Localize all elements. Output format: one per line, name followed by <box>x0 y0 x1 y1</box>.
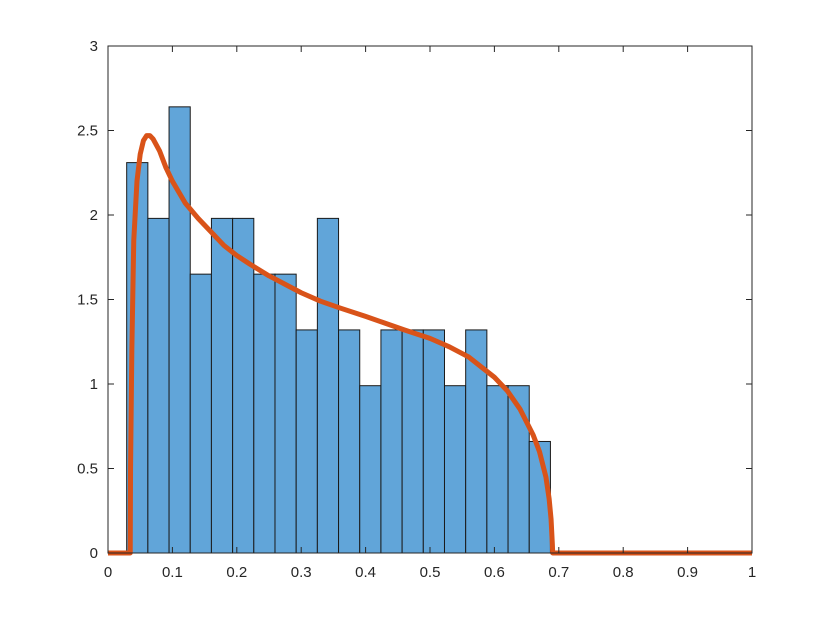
histogram-bar <box>422 329 445 554</box>
histogram-bar <box>338 329 361 554</box>
histogram-bar <box>486 385 509 554</box>
x-tick-label: 0 <box>104 564 112 581</box>
axes: 0 0.1 0.2 0.3 0.4 0.5 0.6 0.7 0.8 0.9 1 0 0.5 1 1.5 2 2.… <box>77 38 756 581</box>
histogram-bar <box>295 329 318 554</box>
y-tick-label: 0.5 <box>77 461 98 478</box>
x-tick-label: 0.8 <box>613 564 634 581</box>
y-tick-label: 3 <box>90 38 98 55</box>
x-tick-label: 0.1 <box>162 564 183 581</box>
density-curve <box>108 133 752 556</box>
histogram-bar <box>359 385 382 554</box>
x-tick-label: 0.9 <box>677 564 698 581</box>
y-tick-label: 2.5 <box>77 123 98 140</box>
histogram-bar <box>401 329 424 554</box>
x-tick-label: 1 <box>748 564 756 581</box>
x-tick-label: 0.7 <box>548 564 569 581</box>
histogram-bar <box>443 385 467 554</box>
x-tick-label: 0.5 <box>420 564 441 581</box>
histogram-bar <box>380 329 403 554</box>
x-tick-label: 0.2 <box>226 564 247 581</box>
y-tick-label: 1.5 <box>77 292 98 309</box>
histogram-bar <box>147 217 170 554</box>
y-tick-label: 1 <box>90 376 98 393</box>
x-tick-label: 0.6 <box>484 564 505 581</box>
x-tick-label: 0.4 <box>355 564 376 581</box>
density-curve-layer <box>108 133 752 556</box>
x-tick-label: 0.3 <box>291 564 312 581</box>
histogram-bar <box>210 217 234 554</box>
histogram-bar <box>232 217 255 554</box>
histogram-bar <box>274 273 297 554</box>
y-tick-label: 0 <box>90 545 98 562</box>
histogram-bar <box>253 273 276 554</box>
histogram-bar <box>168 106 191 554</box>
histogram-bar <box>316 217 340 554</box>
y-tick-label: 2 <box>90 207 98 224</box>
histogram-bar <box>189 273 212 554</box>
